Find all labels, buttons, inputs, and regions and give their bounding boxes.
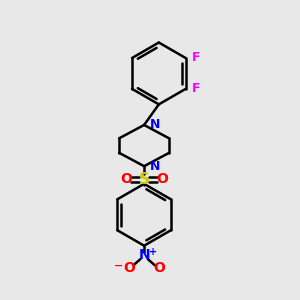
Text: S: S [139, 172, 150, 187]
Text: O: O [156, 172, 168, 186]
Text: F: F [192, 82, 201, 95]
Text: −: − [114, 260, 124, 270]
Text: O: O [120, 172, 132, 186]
Text: N: N [149, 118, 160, 131]
Text: +: + [149, 247, 157, 256]
Text: O: O [153, 261, 165, 275]
Text: N: N [138, 248, 150, 262]
Text: F: F [192, 52, 201, 64]
Text: N: N [149, 160, 160, 173]
Text: O: O [124, 261, 135, 275]
